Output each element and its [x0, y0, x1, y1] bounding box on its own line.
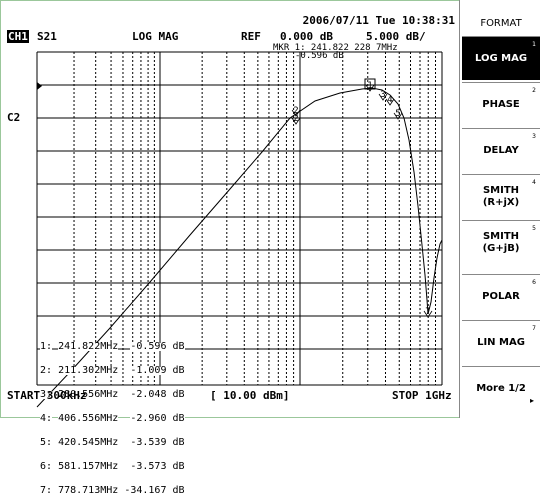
trace-marker-pointer	[393, 112, 403, 120]
marker-row-idx: 6:	[40, 461, 53, 472]
softkey-number: 2	[532, 87, 536, 94]
marker-row-val: -3.539 dB	[130, 437, 185, 448]
datetime: 2006/07/11 Tue 10:38:31	[302, 14, 455, 27]
marker-row-idx: 1:	[40, 341, 53, 352]
marker-row: 4: 406.556MHz -2.960 dB	[40, 413, 185, 424]
trace-marker: 4	[387, 95, 392, 105]
softkey-smith-rjx[interactable]: SMITH (R+jX) 4	[462, 174, 540, 218]
ref-pointer-icon	[37, 82, 42, 90]
marker-row-val: -1.009 dB	[130, 365, 185, 376]
marker-readout-label: MKR 1: 241.822 228 7MHz	[273, 43, 398, 53]
softkey-label: LOG MAG	[474, 52, 528, 64]
parameter-label: S21	[37, 30, 57, 43]
source-power[interactable]: [ 10.00 dBm]	[210, 389, 290, 402]
trace-marker: 2	[293, 114, 298, 124]
active-marker-box	[364, 78, 376, 90]
softkey-label: SMITH (G+jB)	[482, 230, 520, 254]
softkey-label: More 1/2	[476, 382, 526, 394]
trace-marker-pointer	[365, 84, 375, 92]
trace-marker: 3	[380, 90, 385, 100]
ref-value: 0.000 dB	[280, 30, 333, 43]
scale-value: 5.000 dB/	[366, 30, 426, 43]
softkey-label: POLAR	[482, 290, 520, 302]
trace-marker: 5	[395, 109, 400, 119]
marker-row-freq: 406.556MHz	[58, 413, 119, 424]
marker-row-freq: 211.302MHz	[58, 365, 119, 376]
marker-row-idx: 3:	[40, 389, 53, 400]
marker-row-freq: 581.157MHz	[58, 461, 119, 472]
marker-row: 6: 581.157MHz -3.573 dB	[40, 461, 185, 472]
marker-row-val: -34.167 dB	[124, 485, 185, 496]
trace-marker-pointer	[378, 93, 388, 101]
marker-table: 1: 241.822MHz -0.596 dB 2: 211.302MHz -1…	[40, 327, 185, 503]
marker-row-freq: 420.545MHz	[58, 437, 119, 448]
channel-indicator[interactable]: CH1	[7, 30, 29, 43]
trace-marker-pointer	[423, 310, 433, 318]
softkey-polar[interactable]: POLAR 6	[462, 274, 540, 318]
channel2-label: C2	[7, 111, 21, 124]
marker-row: 7: 778.713MHz -34.167 dB	[40, 485, 185, 496]
marker-row: 3: 280.556MHz -2.048 dB	[40, 389, 185, 400]
format-label: LOG MAG	[132, 30, 179, 43]
more-arrow-icon: ▸	[529, 396, 534, 405]
softkey-phase[interactable]: PHASE 2	[462, 82, 540, 126]
trace-marker: 7	[425, 307, 430, 317]
marker-row-idx: 7:	[40, 485, 53, 496]
marker-row-idx: 5:	[40, 437, 53, 448]
marker-row-val: -0.596 dB	[130, 341, 185, 352]
trace-marker-pointer	[291, 109, 301, 117]
marker-row-freq: 778.713MHz	[58, 485, 119, 496]
marker-group: 1 22 3 45 7	[291, 78, 433, 318]
trace-plot[interactable]: 1 22 3 45 7	[0, 0, 459, 418]
softkey-smith-gjb[interactable]: SMITH (G+jB) 5	[462, 220, 540, 264]
softkey-panel: FORMAT LOG MAG 1 PHASE 2 DELAY 3 SMITH (R+j…	[459, 0, 541, 418]
marker-row: 2: 211.302MHz -1.009 dB	[40, 365, 185, 376]
ref-label: REF	[241, 30, 261, 43]
marker-row-idx: 2:	[40, 365, 53, 376]
marker-row-val: -2.048 dB	[130, 389, 185, 400]
softkey-number: 3	[532, 133, 536, 140]
marker-row-freq: 241.822MHz	[58, 341, 119, 352]
softkey-number: 4	[532, 179, 536, 186]
softkey-label: SMITH (R+jX)	[482, 184, 520, 208]
stop-frequency[interactable]: STOP 1GHz	[392, 389, 452, 402]
softkey-number: 7	[532, 325, 536, 332]
softkey-lin-mag[interactable]: LIN MAG 7	[462, 320, 540, 364]
softkey-label: LIN MAG	[477, 336, 525, 348]
softkey-number: 1	[532, 41, 536, 48]
marker-row: 1: 241.822MHz -0.596 dB	[40, 341, 185, 352]
trace-marker: 1	[367, 81, 372, 91]
trace-marker: 2	[293, 106, 298, 116]
marker-row-val: -2.960 dB	[130, 413, 185, 424]
marker-row-freq: 280.556MHz	[58, 389, 119, 400]
status-bar: 2006/07/11 Tue 10:38:31	[0, 0, 459, 28]
start-frequency[interactable]: START 300kHz	[7, 389, 87, 402]
softkey-log-mag[interactable]: LOG MAG 1	[462, 36, 540, 80]
marker-row: 5: 420.545MHz -3.539 dB	[40, 437, 185, 448]
marker-row-idx: 4:	[40, 413, 53, 424]
softkey-number: 6	[532, 279, 536, 286]
softkey-more[interactable]: More 1/2 ▸	[462, 366, 540, 410]
marker-readout-value: -0.596 dB	[295, 51, 344, 61]
marker-row-val: -3.573 dB	[130, 461, 185, 472]
trace-marker-pointer	[385, 98, 395, 106]
softkey-menu-title: FORMAT	[480, 18, 522, 29]
softkey-label: DELAY	[483, 144, 519, 156]
softkey-number: 5	[532, 225, 536, 232]
softkey-delay[interactable]: DELAY 3	[462, 128, 540, 172]
trace-marker-pointer	[291, 117, 301, 125]
softkey-label: PHASE	[482, 98, 520, 110]
